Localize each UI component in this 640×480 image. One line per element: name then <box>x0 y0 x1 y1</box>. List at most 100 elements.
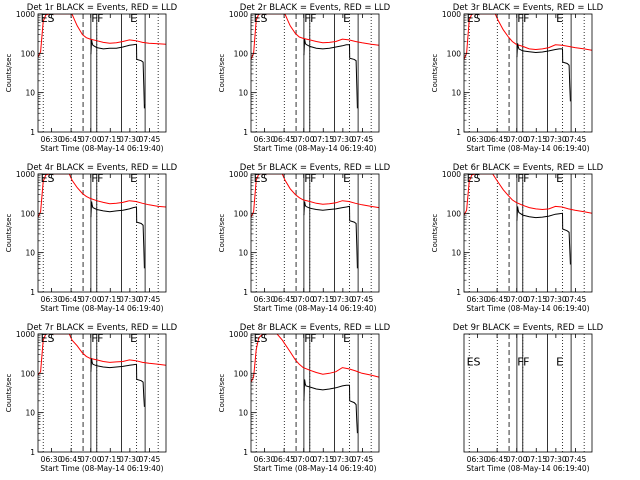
x-axis-title: Start Time (08-May-14 06:19:40) <box>253 464 376 473</box>
phase-label: F <box>517 172 523 185</box>
y-tick-label: 1 <box>456 128 461 137</box>
events-series-line <box>303 201 358 269</box>
y-axis-title: Counts/sec <box>5 54 13 93</box>
x-axis-title: Start Time (08-May-14 06:19:40) <box>40 144 163 153</box>
x-tick-label: 07:15 <box>525 295 547 304</box>
x-tick-label: 07:30 <box>545 455 567 464</box>
y-axis-title: Counts/sec <box>5 374 13 413</box>
phase-label: E <box>556 172 563 185</box>
lld-series-line <box>464 174 592 216</box>
x-tick-label: 07:15 <box>312 455 334 464</box>
panel-title: Det 2r BLACK = Events, RED = LLD <box>240 3 391 13</box>
phase-label: E <box>343 172 350 185</box>
phase-label: E <box>130 332 137 345</box>
y-axis-title: Counts/sec <box>431 214 439 253</box>
x-tick-label: 07:45 <box>139 135 161 144</box>
events-series-line <box>516 206 571 265</box>
x-tick-label: 07:00 <box>80 455 102 464</box>
panel-title: Det 6r BLACK = Events, RED = LLD <box>453 163 604 173</box>
x-axis-title: Start Time (08-May-14 06:19:40) <box>40 464 163 473</box>
y-tick-label: 1 <box>456 288 461 297</box>
x-tick-label: 06:30 <box>467 455 489 464</box>
x-tick-label: 07:00 <box>293 295 315 304</box>
x-tick-label: 06:45 <box>273 295 295 304</box>
phase-label: F <box>97 12 103 25</box>
y-tick-label: 1000 <box>229 10 248 19</box>
phase-label: F <box>97 332 103 345</box>
x-tick-label: 07:15 <box>99 295 121 304</box>
phase-label: ES <box>467 172 481 185</box>
y-axis-title: Counts/sec <box>218 374 226 413</box>
x-tick-label: 06:45 <box>60 135 82 144</box>
phase-label: ES <box>254 332 268 345</box>
phase-label: F <box>523 355 529 368</box>
y-tick-label: 100 <box>21 49 36 58</box>
events-series-line <box>303 379 358 434</box>
lld-series-line <box>251 14 379 60</box>
x-tick-label: 07:45 <box>565 135 587 144</box>
phase-label: ES <box>254 172 268 185</box>
x-tick-label: 06:45 <box>486 295 508 304</box>
events-series-line <box>90 39 146 109</box>
plot-frame <box>37 13 167 133</box>
x-tick-label: 07:00 <box>506 295 528 304</box>
y-tick-label: 1 <box>30 288 35 297</box>
x-tick-label: 07:00 <box>80 135 102 144</box>
x-tick-label: 07:30 <box>545 295 567 304</box>
plot-frame <box>250 13 380 133</box>
x-axis-title: Start Time (08-May-14 06:19:40) <box>40 304 163 313</box>
x-tick-label: 07:00 <box>293 455 315 464</box>
plot-frame <box>463 173 593 293</box>
y-tick-label: 1000 <box>442 170 461 179</box>
x-tick-label: 06:30 <box>254 135 276 144</box>
y-axis-title: Counts/sec <box>5 214 13 253</box>
x-tick-label: 07:30 <box>332 295 354 304</box>
x-tick-label: 07:15 <box>312 135 334 144</box>
y-tick-label: 100 <box>234 369 249 378</box>
x-tick-label: 07:00 <box>80 295 102 304</box>
y-axis-title: Counts/sec <box>218 54 226 93</box>
plot-frame <box>37 333 167 453</box>
y-tick-label: 1000 <box>16 170 35 179</box>
x-tick-label: 07:15 <box>99 455 121 464</box>
x-tick-label: 07:15 <box>525 455 547 464</box>
y-tick-label: 100 <box>21 209 36 218</box>
events-series-line <box>90 358 145 407</box>
y-tick-label: 1 <box>243 128 248 137</box>
phase-label: F <box>310 172 316 185</box>
y-tick-label: 10 <box>25 89 35 98</box>
x-tick-label: 07:45 <box>565 455 587 464</box>
x-tick-label: 06:45 <box>486 455 508 464</box>
y-tick-label: 10 <box>238 409 248 418</box>
y-tick-label: 10 <box>238 89 248 98</box>
detector-panel: Det 9r BLACK = Events, RED = LLD ES F F E 06:… <box>453 323 604 473</box>
panel-title: Det 4r BLACK = Events, RED = LLD <box>27 163 178 173</box>
x-tick-label: 06:30 <box>467 135 489 144</box>
lld-series-line <box>38 174 166 218</box>
plot-frame <box>463 333 593 453</box>
x-tick-label: 07:45 <box>352 455 374 464</box>
x-tick-label: 07:30 <box>119 135 141 144</box>
x-tick-label: 07:15 <box>312 295 334 304</box>
x-tick-label: 06:30 <box>254 295 276 304</box>
x-tick-label: 07:30 <box>332 135 354 144</box>
plot-frame <box>250 173 380 293</box>
x-tick-label: 07:15 <box>525 135 547 144</box>
x-tick-label: 07:30 <box>119 295 141 304</box>
y-tick-label: 100 <box>21 369 36 378</box>
x-tick-label: 07:45 <box>352 135 374 144</box>
y-tick-label: 100 <box>234 209 249 218</box>
x-tick-label: 06:45 <box>273 455 295 464</box>
events-series-line <box>516 43 571 102</box>
phase-label: ES <box>41 12 55 25</box>
phase-label: ES <box>254 12 268 25</box>
phase-label: F <box>310 332 316 345</box>
x-tick-label: 06:30 <box>41 135 63 144</box>
phase-label: E <box>556 355 563 368</box>
y-tick-label: 10 <box>25 409 35 418</box>
y-tick-label: 1 <box>243 288 248 297</box>
